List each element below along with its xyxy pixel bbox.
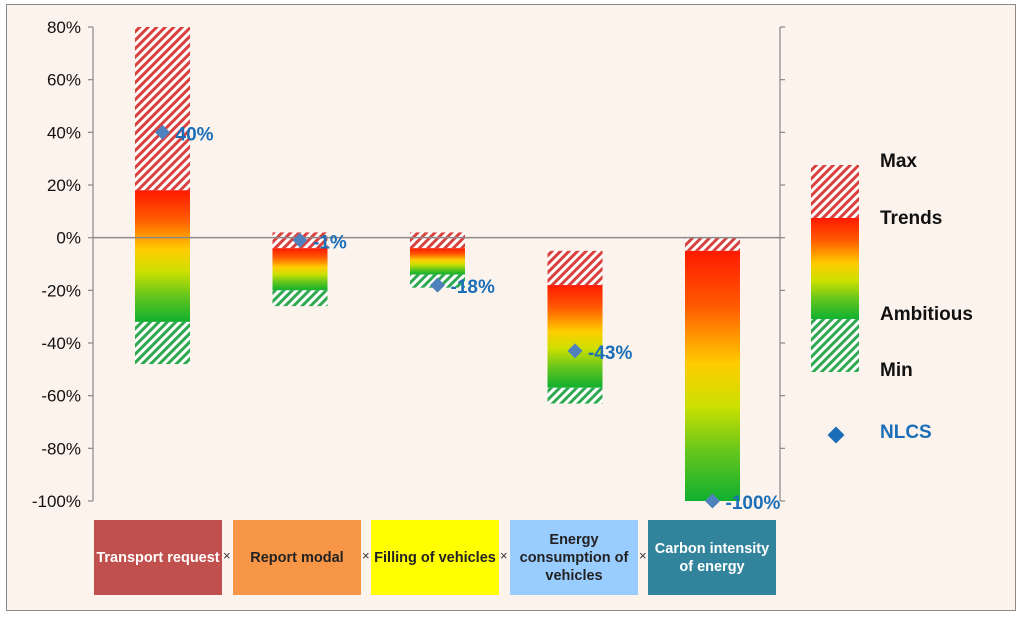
category-operator: × <box>500 548 508 563</box>
bar-group <box>135 27 190 365</box>
chart-frame: 80% 60% 40% 20% 0% -20% -40% -60% -80% -100% 40% -… <box>6 4 1016 611</box>
bar-min-range <box>547 387 603 404</box>
legend-min-swatch <box>811 319 859 372</box>
nlcs-label: -18% <box>451 277 495 298</box>
category-operator: × <box>362 548 370 563</box>
y-tick-label: 20% <box>47 176 81 195</box>
y-tick-label: 80% <box>47 18 81 37</box>
nlcs-marker <box>292 232 308 248</box>
bar-trend-range <box>135 190 190 322</box>
y-tick-label: -80% <box>41 439 81 458</box>
category-box: Transport request <box>94 520 222 595</box>
bar-group <box>547 250 603 404</box>
legend-label: Min <box>880 360 913 381</box>
legend-label: Ambitious <box>880 304 973 325</box>
bar-trend-range <box>410 248 465 275</box>
category-box: Energy consumption of vehicles <box>510 520 638 595</box>
nlcs-label: -100% <box>726 493 781 514</box>
bar-max-range <box>547 250 603 286</box>
y-tick-label: -100% <box>32 492 81 511</box>
nlcs-label: -43% <box>588 343 632 364</box>
legend-trend-swatch <box>811 218 859 319</box>
y-tick-label: 60% <box>47 71 81 90</box>
y-tick-label: -60% <box>41 387 81 406</box>
nlcs-label: 40% <box>176 124 214 145</box>
y-tick-label: 40% <box>47 123 81 142</box>
bar-max-range <box>410 232 465 249</box>
bar-group <box>685 237 740 501</box>
legend-max-swatch <box>811 165 859 218</box>
bar-max-range <box>685 237 740 251</box>
y-tick-label: 0% <box>56 229 81 248</box>
nlcs-marker <box>430 277 445 293</box>
legend-nlcs-marker <box>827 426 845 444</box>
bar-trend-range <box>547 285 603 388</box>
y-tick-label: -40% <box>41 334 81 353</box>
bar-trend-range <box>685 250 740 501</box>
category-box: Filling of vehicles <box>371 520 499 595</box>
bar-group <box>410 232 465 288</box>
category-box: Report modal <box>233 520 361 595</box>
category-operator: × <box>223 548 231 563</box>
y-tick-label: -20% <box>41 281 81 300</box>
nlcs-label: -1% <box>313 232 347 253</box>
legend-label: Trends <box>880 208 942 229</box>
bar-min-range <box>135 321 190 365</box>
nlcs-marker <box>567 343 583 359</box>
bar-max-range <box>135 27 190 191</box>
bar-min-range <box>272 290 328 307</box>
category-box: Carbon intensity of energy <box>648 520 776 595</box>
nlcs-marker <box>705 493 720 509</box>
category-operator: × <box>639 548 647 563</box>
legend-label: Max <box>880 151 917 172</box>
bar-trend-range <box>272 248 328 291</box>
legend-nlcs-label: NLCS <box>880 422 932 443</box>
chart-svg: 80% 60% 40% 20% 0% -20% -40% -60% -80% -100% 40% -… <box>32 18 973 514</box>
